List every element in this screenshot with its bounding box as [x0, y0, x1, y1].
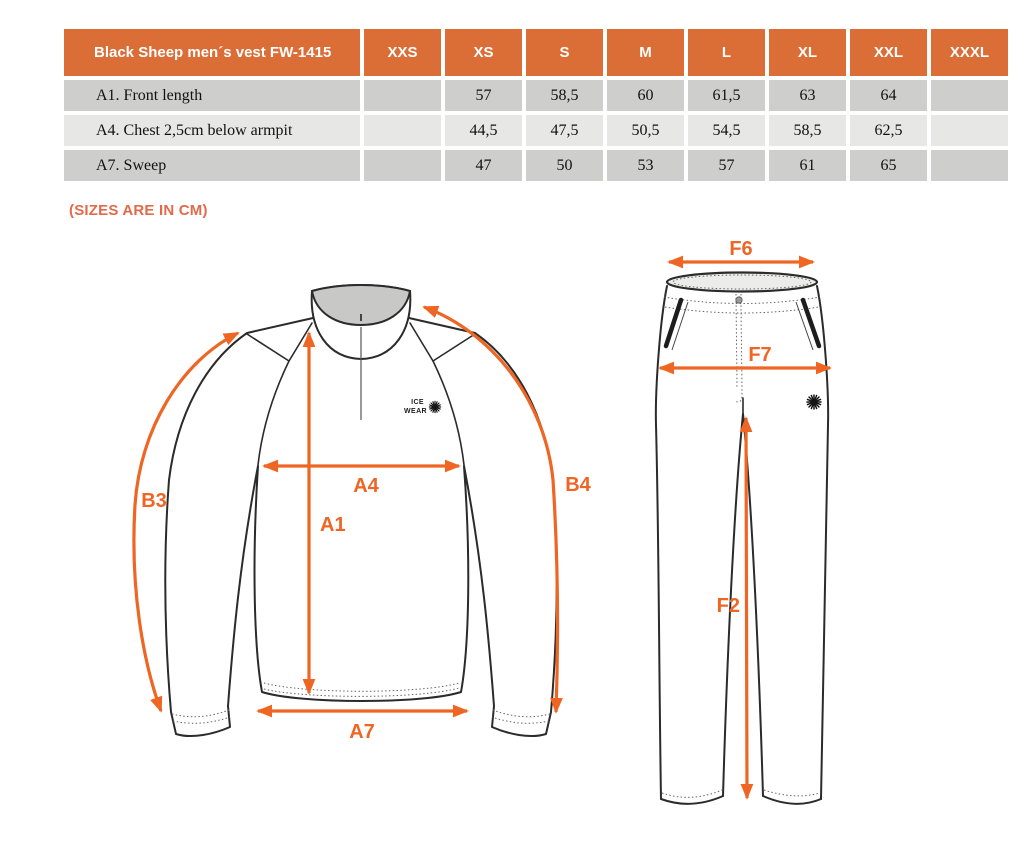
table-cell: 58,5	[526, 80, 603, 111]
table-cell: 61	[769, 150, 846, 181]
pants-measurements: F6 F7 F2	[658, 238, 832, 800]
col-header-xxl: XXL	[850, 29, 927, 76]
table-cell: 47	[445, 150, 522, 181]
pants-measurement-diagram: F6 F7 F2	[654, 238, 832, 805]
table-cell: 50,5	[607, 115, 684, 146]
arrow-b4	[422, 305, 563, 714]
table-cell	[931, 115, 1008, 146]
table-cell: 58,5	[769, 115, 846, 146]
vest-drawing: ICE WEAR	[164, 284, 558, 737]
snowflake-icon	[806, 394, 822, 410]
table-cell: 63	[769, 80, 846, 111]
vest-measurements: B3 B4 A4 A1 A7	[132, 305, 592, 743]
row-label-front-length: A1. Front length	[64, 80, 360, 111]
col-header-xl: XL	[769, 29, 846, 76]
arrow-b3	[132, 331, 240, 713]
table-cell: 61,5	[688, 80, 765, 111]
table-cell: 44,5	[445, 115, 522, 146]
table-cell: 47,5	[526, 115, 603, 146]
table-cell: 50	[526, 150, 603, 181]
table-cell: 57	[688, 150, 765, 181]
table-cell: 62,5	[850, 115, 927, 146]
logo-text-line1: ICE	[411, 399, 424, 406]
label-f2: F2	[717, 595, 740, 617]
table-cell: 57	[445, 80, 522, 111]
row-label-sweep: A7. Sweep	[64, 150, 360, 181]
table-cell	[364, 80, 441, 111]
label-b4: B4	[565, 474, 591, 496]
sizes-unit-note: (SIZES ARE IN CM)	[69, 202, 208, 219]
table-cell: 53	[607, 150, 684, 181]
col-header-l: L	[688, 29, 765, 76]
col-header-xs: XS	[445, 29, 522, 76]
waist-opening	[665, 271, 819, 293]
table-cell: 65	[850, 150, 927, 181]
col-header-xxxl: XXXL	[931, 29, 1008, 76]
collar-inner	[310, 284, 412, 327]
waist-button	[735, 296, 743, 304]
table-cell: 64	[850, 80, 927, 111]
logo-text-line2: WEAR	[404, 408, 427, 415]
table-cell: 54,5	[688, 115, 765, 146]
table-cell	[364, 115, 441, 146]
row-label-chest: A4. Chest 2,5cm below armpit	[64, 115, 360, 146]
vest-measurement-diagram: ICE WEAR B3 B4 A4 A1 A7	[132, 284, 592, 743]
label-a1: A1	[320, 514, 346, 536]
table-cell	[364, 150, 441, 181]
table-title: Black Sheep men´s vest FW-1415	[64, 29, 360, 76]
table-cell	[931, 150, 1008, 181]
label-f7: F7	[748, 344, 771, 366]
snowflake-icon	[428, 400, 442, 414]
size-chart-table: Black Sheep men´s vest FW-1415 XXS XS S …	[64, 29, 1008, 181]
col-header-xxs: XXS	[364, 29, 441, 76]
col-header-s: S	[526, 29, 603, 76]
label-f6: F6	[729, 238, 752, 260]
label-a4: A4	[353, 475, 379, 497]
left-pocket	[663, 297, 684, 349]
col-header-m: M	[607, 29, 684, 76]
label-b3: B3	[141, 490, 167, 512]
icewear-logo: ICE WEAR	[404, 399, 442, 415]
table-cell	[931, 80, 1008, 111]
table-cell: 60	[607, 80, 684, 111]
pants-drawing	[654, 271, 830, 805]
arrow-f2	[739, 416, 754, 800]
right-pocket	[800, 297, 822, 349]
label-a7: A7	[349, 721, 375, 743]
